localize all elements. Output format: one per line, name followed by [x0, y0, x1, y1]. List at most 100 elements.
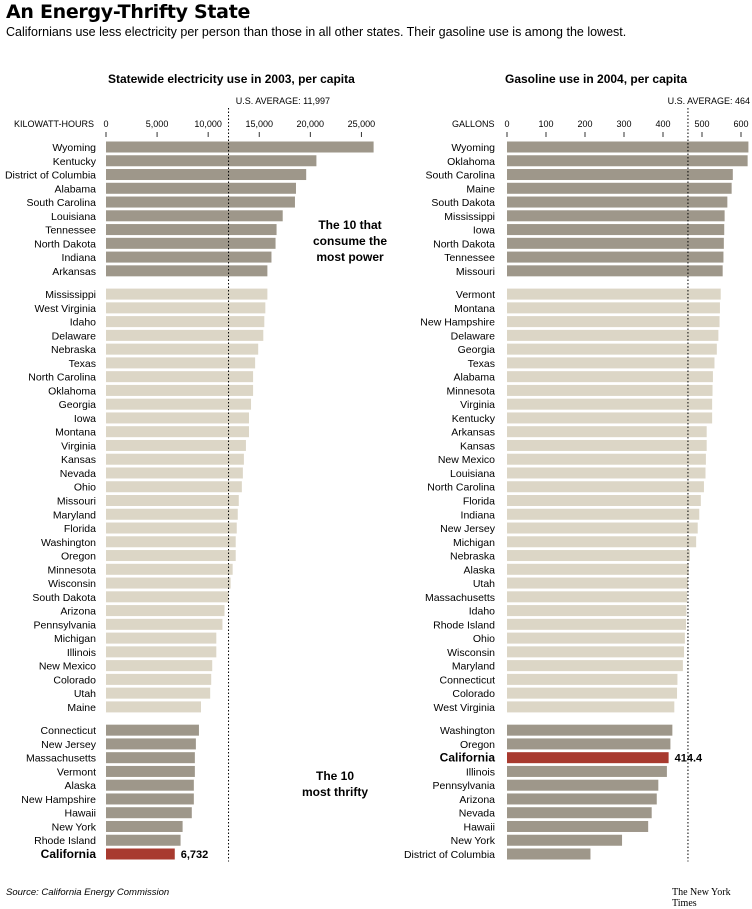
bar: [507, 182, 732, 194]
bar: [106, 251, 272, 263]
category-label: Alaska: [64, 780, 96, 792]
bar: [507, 848, 591, 860]
highlight-bar: [106, 848, 175, 860]
bar: [507, 632, 685, 644]
bar: [507, 398, 713, 410]
annotation-line: consume the: [313, 234, 387, 248]
category-label: Nebraska: [51, 344, 96, 356]
x-tick-label: 15,000: [245, 119, 273, 129]
category-label: Rhode Island: [433, 619, 495, 631]
bar: [106, 536, 236, 548]
category-label: Massachusetts: [425, 592, 495, 604]
category-label: Nevada: [60, 468, 96, 480]
bar: [507, 237, 724, 249]
x-tick-label: 300: [616, 119, 631, 129]
bar: [106, 412, 249, 424]
page-title: An Energy-Thrifty State: [6, 1, 251, 23]
category-label: Hawaii: [463, 821, 495, 833]
bar: [106, 820, 183, 832]
chart-title: Statewide electricity use in 2003, per c…: [108, 72, 355, 86]
category-label: Maryland: [452, 661, 495, 673]
bar: [507, 453, 706, 465]
x-tick-label: 100: [538, 119, 553, 129]
bar: [507, 779, 659, 791]
bar: [106, 673, 212, 685]
bar: [106, 687, 211, 699]
bar: [106, 618, 223, 630]
category-label: South Dakota: [32, 592, 96, 604]
x-tick-label: 5,000: [146, 119, 169, 129]
category-label: Iowa: [473, 225, 495, 237]
category-label: District of Columbia: [404, 849, 495, 861]
bar: [106, 793, 194, 805]
highlight-bar: [507, 752, 669, 764]
category-label: Indiana: [62, 252, 97, 264]
category-label: Wisconsin: [447, 647, 495, 659]
category-label: Virginia: [460, 399, 495, 411]
bar: [106, 779, 194, 791]
category-label: Virginia: [61, 440, 96, 452]
bar: [507, 288, 721, 300]
category-label: Nebraska: [450, 551, 495, 563]
bar: [507, 765, 667, 777]
bar: [507, 618, 687, 630]
category-label: Arkansas: [52, 266, 96, 278]
annotation-line: most thrifty: [302, 785, 368, 799]
category-label: Alaska: [463, 564, 495, 576]
annotation: The 10 that consume the most power: [313, 218, 387, 264]
bar: [106, 834, 181, 846]
bar: [507, 265, 723, 277]
bar: [106, 453, 244, 465]
category-label: California: [440, 751, 496, 765]
category-label: California: [41, 847, 97, 861]
category-label: Arizona: [60, 606, 96, 618]
bar: [106, 302, 266, 314]
category-label: Ohio: [74, 482, 96, 494]
bar: [106, 329, 264, 341]
bar: [507, 495, 701, 506]
bar: [106, 807, 192, 819]
category-label: Kansas: [61, 454, 96, 466]
bar: [507, 141, 749, 153]
bar: [507, 701, 675, 713]
category-label: Tennessee: [45, 225, 96, 237]
x-tick-label: 25,000: [348, 119, 376, 129]
category-label: New Hampshire: [21, 794, 96, 806]
unit-label: KILOWATT-HOURS: [14, 119, 94, 129]
bar: [106, 169, 307, 181]
category-label: Georgia: [458, 344, 496, 356]
bar: [106, 577, 231, 589]
bar: [507, 563, 689, 575]
source-note: Source: California Energy Commission: [6, 887, 170, 898]
bar: [106, 752, 195, 764]
bar: [507, 224, 725, 236]
category-label: Florida: [64, 523, 96, 535]
category-label: Arkansas: [451, 427, 495, 439]
category-label: Mississippi: [45, 289, 96, 301]
bar: [507, 793, 657, 805]
x-tick-label: 400: [655, 119, 670, 129]
bar: [106, 646, 217, 658]
bar: [106, 495, 239, 506]
category-label: Michigan: [54, 633, 96, 645]
bar: [106, 196, 295, 208]
category-label: Ohio: [473, 633, 495, 645]
bar: [507, 687, 678, 699]
page-subtitle: Californians use less electricity per pe…: [6, 25, 627, 39]
credit-line: The New York Times: [672, 887, 731, 909]
category-label: Missouri: [456, 266, 495, 278]
bar: [106, 563, 233, 575]
bar: [507, 591, 688, 603]
bar: [106, 357, 256, 369]
category-label: North Carolina: [427, 482, 495, 494]
category-label: Florida: [463, 496, 495, 508]
bar: [507, 196, 728, 208]
category-label: Pennsylvania: [433, 780, 496, 792]
category-label: North Dakota: [34, 238, 96, 250]
bar: [507, 251, 724, 263]
category-label: Wisconsin: [48, 578, 96, 590]
bar: [507, 738, 671, 750]
category-label: Tennessee: [444, 252, 495, 264]
bar: [507, 646, 685, 658]
bar: [507, 673, 678, 685]
